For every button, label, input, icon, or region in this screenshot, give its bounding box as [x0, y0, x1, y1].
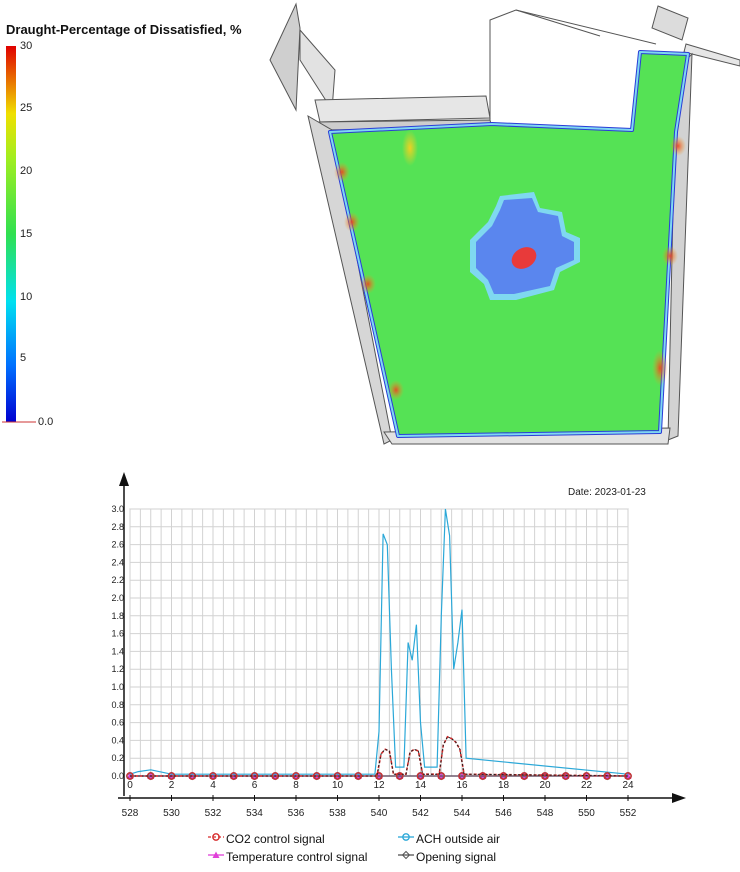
x-top-tick-label: 18 [498, 780, 510, 791]
legend-swatch-marker-2 [212, 851, 220, 858]
series-point-0 [437, 772, 446, 780]
y-tick-label: 0.8 [111, 700, 124, 710]
legend-swatch-marker-3 [401, 850, 411, 860]
x-bottom-tick-label: 548 [537, 808, 554, 819]
y-tick-label: 0.0 [111, 771, 124, 781]
x-top-tick-label: 4 [210, 780, 216, 791]
series-point-0 [541, 772, 549, 780]
x-bottom-tick-label: 534 [246, 808, 263, 819]
x-bottom-tick-label: 542 [412, 808, 429, 819]
series-point-0 [395, 772, 404, 780]
y-tick-label: 2.6 [111, 540, 124, 550]
legend-label-temperature: Temperature control signal [226, 850, 368, 864]
colorbar-tick: 10 [20, 291, 33, 303]
series-point-0 [416, 772, 425, 780]
y-tick-label: 2.8 [111, 522, 124, 532]
series-point-0 [499, 772, 508, 780]
opening-signal-overlay [130, 736, 629, 777]
x-top-tick-label: 0 [127, 780, 133, 791]
x-top-tick-label: 16 [456, 780, 468, 791]
x-bottom-tick-label: 536 [288, 808, 305, 819]
warm-spot [402, 130, 418, 166]
colorbar [6, 46, 16, 422]
y-tick-label: 1.2 [111, 664, 124, 674]
floor-edge-band [329, 51, 689, 437]
series-point-0 [458, 772, 466, 780]
chart-grid [129, 508, 629, 777]
signal-line-chart: 0.0 0.2 0.4 0.6 0.8 1.0 1.2 1.4 1.6 1.8 2.0 2.2 2.4 2… [111, 472, 686, 860]
y-tick-label: 2.0 [111, 593, 124, 603]
x-bottom-tick-label: 544 [454, 808, 471, 819]
x-top-tick-label: 8 [293, 780, 299, 791]
warm-spot [344, 212, 360, 232]
colorbar-tick: 0.0 [38, 416, 54, 428]
chart-tick-labels: 0.0 0.2 0.4 0.6 0.8 1.0 1.2 1.4 1.6 1.8 2.0 2.2 2.4 2… [111, 504, 636, 819]
x-top-tick-label: 22 [581, 780, 593, 791]
colorbar-tick: 25 [20, 102, 33, 114]
y-tick-label: 1.4 [111, 646, 124, 656]
colorbar-tick: 30 [20, 40, 33, 52]
colorbar-tick: 15 [20, 228, 33, 240]
x-top-tick-label: 12 [373, 780, 385, 791]
colorbar-tick: 5 [20, 352, 27, 364]
y-axis-arrow [119, 472, 129, 486]
x-bottom-tick-label: 528 [122, 808, 139, 819]
y-tick-label: 1.0 [111, 682, 124, 692]
colorbar-tick: 20 [20, 165, 33, 177]
series-point-0 [520, 772, 529, 780]
y-tick-label: 0.4 [111, 735, 124, 745]
colorbar-title: Draught-Percentage of Dissatisfied, % [6, 22, 242, 37]
legend-label-co2: CO2 control signal [226, 832, 325, 846]
warm-spot [662, 246, 678, 266]
x-top-tick-label: 10 [332, 780, 344, 791]
x-bottom-tick-label: 550 [578, 808, 595, 819]
series-point-0 [561, 772, 570, 780]
y-tick-label: 1.8 [111, 611, 124, 621]
legend-swatch-marker-0 [212, 833, 220, 841]
x-bottom-tick-label: 530 [163, 808, 180, 819]
x-top-tick-label: 14 [415, 780, 427, 791]
x-bottom-tick-label: 540 [371, 808, 388, 819]
chart-legend-markers [208, 833, 414, 860]
series-point-0 [209, 772, 217, 780]
warm-spot [334, 162, 350, 182]
series-point-0 [478, 772, 487, 780]
legend-swatch-marker-1 [402, 833, 410, 841]
y-tick-label: 0.6 [111, 718, 124, 728]
legend-label-opening: Opening signal [416, 850, 497, 864]
x-top-tick-label: 24 [622, 780, 634, 791]
x-bottom-tick-label: 532 [205, 808, 222, 819]
y-tick-label: 3.0 [111, 504, 124, 514]
legend-label-ach: ACH outside air [416, 832, 501, 846]
x-top-tick-label: 2 [169, 780, 175, 791]
low-draught-zone [476, 198, 574, 294]
warm-spot [360, 274, 376, 294]
x-bottom-tick-label: 546 [495, 808, 512, 819]
y-tick-label: 2.4 [111, 557, 124, 567]
chart-series [125, 508, 633, 781]
series-point-0 [624, 772, 632, 780]
series-line-1 [129, 508, 629, 775]
chart-date-label: Date: 2023-01-23 [568, 487, 646, 498]
warm-spot [652, 350, 668, 386]
x-axis-arrow [672, 793, 686, 803]
x-top-tick-label: 20 [539, 780, 551, 791]
x-bottom-tick-label: 538 [329, 808, 346, 819]
x-bottom-tick-label: 552 [620, 808, 637, 819]
warm-spot [388, 380, 404, 400]
y-tick-label: 1.6 [111, 629, 124, 639]
x-top-tick-label: 6 [252, 780, 258, 791]
heatmap-svg [2, 2, 740, 445]
y-tick-label: 0.2 [111, 753, 124, 763]
draught-heatmap-panel: Draught-Percentage of Dissatisfied, % [2, 2, 740, 445]
y-tick-label: 2.2 [111, 575, 124, 585]
draught-hotspot [511, 247, 537, 269]
warm-spot [670, 136, 686, 156]
series-point-0 [126, 772, 134, 780]
